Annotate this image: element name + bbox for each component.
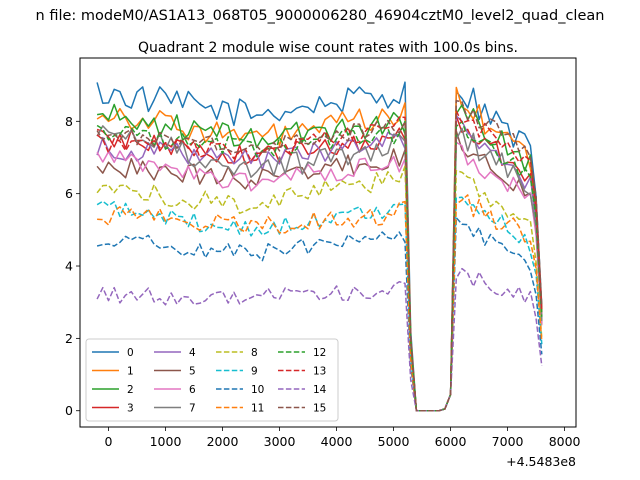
legend-label: 14 [313, 384, 327, 396]
figure-suptitle: n file: modeM0/AS1A13_068T05_9000006280_… [36, 8, 605, 24]
legend-label: 2 [127, 384, 134, 396]
x-offset-label: +4.5483e8 [506, 454, 576, 469]
x-tick-label: 6000 [435, 434, 467, 449]
legend-box [85, 338, 339, 422]
series-line-8 [96, 165, 543, 412]
legend-label: 4 [189, 347, 196, 359]
y-tick-label: 6 [65, 186, 73, 201]
x-tick-label: 7000 [492, 434, 524, 449]
legend-label: 7 [189, 402, 196, 414]
legend-label: 3 [127, 402, 134, 414]
legend-label: 13 [313, 365, 326, 377]
series-line-15 [96, 99, 543, 412]
legend-label: 0 [127, 347, 134, 359]
x-tick-label: 4000 [321, 434, 353, 449]
series-line-6 [96, 141, 543, 412]
x-tick-label: 0 [105, 434, 113, 449]
legend-label: 10 [251, 384, 264, 396]
axes-frame [79, 57, 577, 428]
series-line-11 [97, 194, 543, 412]
y-tick-label: 8 [65, 114, 73, 129]
legend-label: 11 [251, 402, 264, 414]
y-tick-label: 0 [65, 403, 73, 418]
legend-label: 15 [313, 402, 326, 414]
y-tick-label: 4 [65, 259, 73, 274]
x-axis: 0 1000 2000 3000 4000 5000 6000 7000 8000 [105, 427, 581, 449]
series-line-14 [96, 267, 543, 412]
series-line-7 [96, 125, 543, 412]
legend-label: 8 [251, 347, 258, 359]
y-axis: 0 2 4 6 8 [65, 114, 80, 418]
y-tick-label: 2 [65, 331, 73, 346]
x-tick-label: 2000 [207, 434, 239, 449]
legend-label: 12 [313, 347, 326, 359]
series-line-1 [96, 86, 543, 412]
plot-lines [96, 81, 543, 412]
x-tick-label: 5000 [378, 434, 410, 449]
series-line-5 [96, 130, 543, 412]
axes-title: Quadrant 2 module wise count rates with … [138, 40, 518, 56]
series-line-4 [96, 115, 543, 412]
x-tick-label: 3000 [264, 434, 296, 449]
legend-label: 1 [127, 365, 134, 377]
series-line-9 [96, 196, 543, 412]
legend-label: 5 [189, 365, 196, 377]
x-tick-label: 1000 [150, 434, 182, 449]
legend-label: 9 [251, 365, 258, 377]
legend-label: 6 [189, 384, 196, 396]
x-tick-label: 8000 [549, 434, 581, 449]
series-line-0 [96, 81, 543, 412]
series-line-13 [96, 110, 543, 412]
series-line-3 [96, 115, 543, 412]
series-line-10 [96, 216, 543, 412]
